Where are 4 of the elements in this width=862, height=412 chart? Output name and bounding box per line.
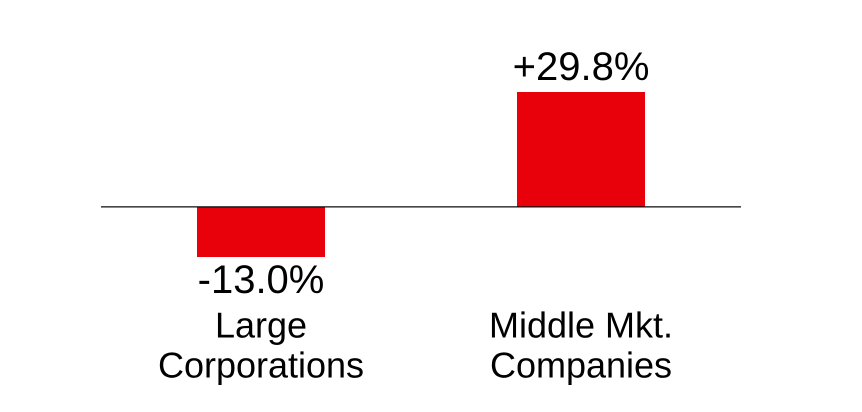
data-label: -13.0% (198, 258, 324, 302)
x-tick-label: Middle Mkt. Companies (488, 304, 674, 386)
data-label: +29.8% (512, 45, 650, 89)
x-tick-label: Large Corporations (158, 304, 364, 386)
